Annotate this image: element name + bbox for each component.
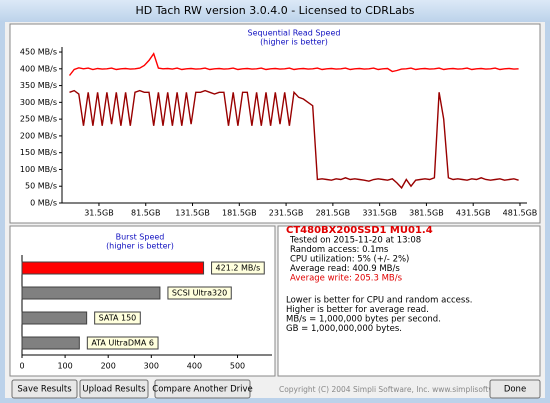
note-line: Lower is better for CPU and random acces… xyxy=(286,296,472,306)
x-tick-label: 0 xyxy=(19,362,24,371)
x-tick-label: 500 xyxy=(230,362,245,371)
bar-label: ATA UltraDMA 6 xyxy=(91,339,154,348)
button[interactable]: Save Results xyxy=(11,379,78,399)
x-tick-label: 131.5GB xyxy=(175,209,210,218)
button-label[interactable]: Done xyxy=(504,385,526,395)
copyright: Copyright (C) 2004 Simpli Software, Inc.… xyxy=(279,385,525,394)
read-subtitle: (higher is better) xyxy=(260,38,328,47)
x-tick-label: 400 xyxy=(187,362,202,371)
button-face[interactable] xyxy=(79,379,149,399)
burst-panel xyxy=(9,225,276,377)
button-label[interactable]: Upload Results xyxy=(82,385,146,395)
read-panel xyxy=(9,23,541,224)
speed-line xyxy=(69,89,519,190)
bar xyxy=(21,336,80,350)
result-line: Random access: 0.1ms xyxy=(290,245,389,255)
button[interactable]: Upload Results xyxy=(79,379,149,399)
y-tick-label: 400 MB/s xyxy=(20,64,57,73)
bar xyxy=(21,261,205,275)
result-line: Average read: 400.9 MB/s xyxy=(290,264,400,274)
y-tick-label: 300 MB/s xyxy=(20,98,57,107)
result-line: Tested on 2015-11-20 at 13:08 xyxy=(289,236,421,246)
result-line: Average write: 205.3 MB/s xyxy=(290,274,403,284)
burst-subtitle: (higher is better) xyxy=(106,242,174,251)
note-line: MB/s = 1,000,000 bytes per second. xyxy=(286,315,441,325)
note-line: GB = 1,000,000,000 bytes. xyxy=(286,324,402,334)
drive-name: CT480BX200SSD1 MU01.4 xyxy=(286,225,433,236)
x-tick-label: 481.5GB xyxy=(503,209,538,218)
y-tick-label: 0 MB/s xyxy=(30,199,57,208)
x-tick-label: 381.5GB xyxy=(409,209,444,218)
x-tick-label: 100 xyxy=(57,362,72,371)
y-tick-label: 250 MB/s xyxy=(20,115,57,124)
bar-label-box xyxy=(86,336,159,350)
y-tick-label: 450 MB/s xyxy=(20,48,57,57)
y-tick-label: 150 MB/s xyxy=(20,148,57,157)
bar-label-box xyxy=(211,261,265,275)
button[interactable]: Compare Another Drive xyxy=(152,379,253,399)
button-face[interactable] xyxy=(489,379,541,399)
result-line: CPU utilization: 5% (+/- 2%) xyxy=(290,255,409,265)
button-label[interactable]: Compare Another Drive xyxy=(152,385,252,395)
x-tick-label: 31.5GB xyxy=(84,209,114,218)
info-panel xyxy=(277,225,541,377)
x-tick-label: 431.5GB xyxy=(456,209,491,218)
bar xyxy=(21,286,161,300)
burst-title: Burst Speed xyxy=(116,233,165,242)
button-face[interactable] xyxy=(154,379,251,399)
x-tick-label: 200 xyxy=(101,362,116,371)
y-tick-label: 100 MB/s xyxy=(20,165,57,174)
note-line: Higher is better for average read. xyxy=(286,305,429,315)
y-tick-label: 50 MB/s xyxy=(25,182,57,191)
y-tick-label: 200 MB/s xyxy=(20,131,57,140)
x-tick-label: 81.5GB xyxy=(131,209,161,218)
bar-label: SCSI Ultra320 xyxy=(172,289,227,298)
x-tick-label: 181.5GB xyxy=(222,209,257,218)
x-tick-label: 281.5GB xyxy=(316,209,351,218)
y-tick-label: 350 MB/s xyxy=(20,81,57,90)
button-face[interactable] xyxy=(11,379,78,399)
bar-label-box xyxy=(167,286,232,300)
x-tick-label: 331.5GB xyxy=(362,209,397,218)
bar-label: 421.2 MB/s xyxy=(216,264,261,273)
x-tick-label: 231.5GB xyxy=(269,209,304,218)
speed-line xyxy=(68,52,519,76)
bar-label: SATA 150 xyxy=(99,314,137,323)
button-label[interactable]: Save Results xyxy=(17,385,72,395)
x-tick-label: 300 xyxy=(144,362,159,371)
window-title: HD Tach RW version 3.0.4.0 - Licensed to… xyxy=(135,4,414,17)
title-bar xyxy=(0,0,550,22)
read-title: Sequential Read Speed xyxy=(248,29,341,38)
bar-label-box xyxy=(94,311,141,325)
bar xyxy=(21,311,88,325)
button[interactable]: Done xyxy=(489,379,541,399)
